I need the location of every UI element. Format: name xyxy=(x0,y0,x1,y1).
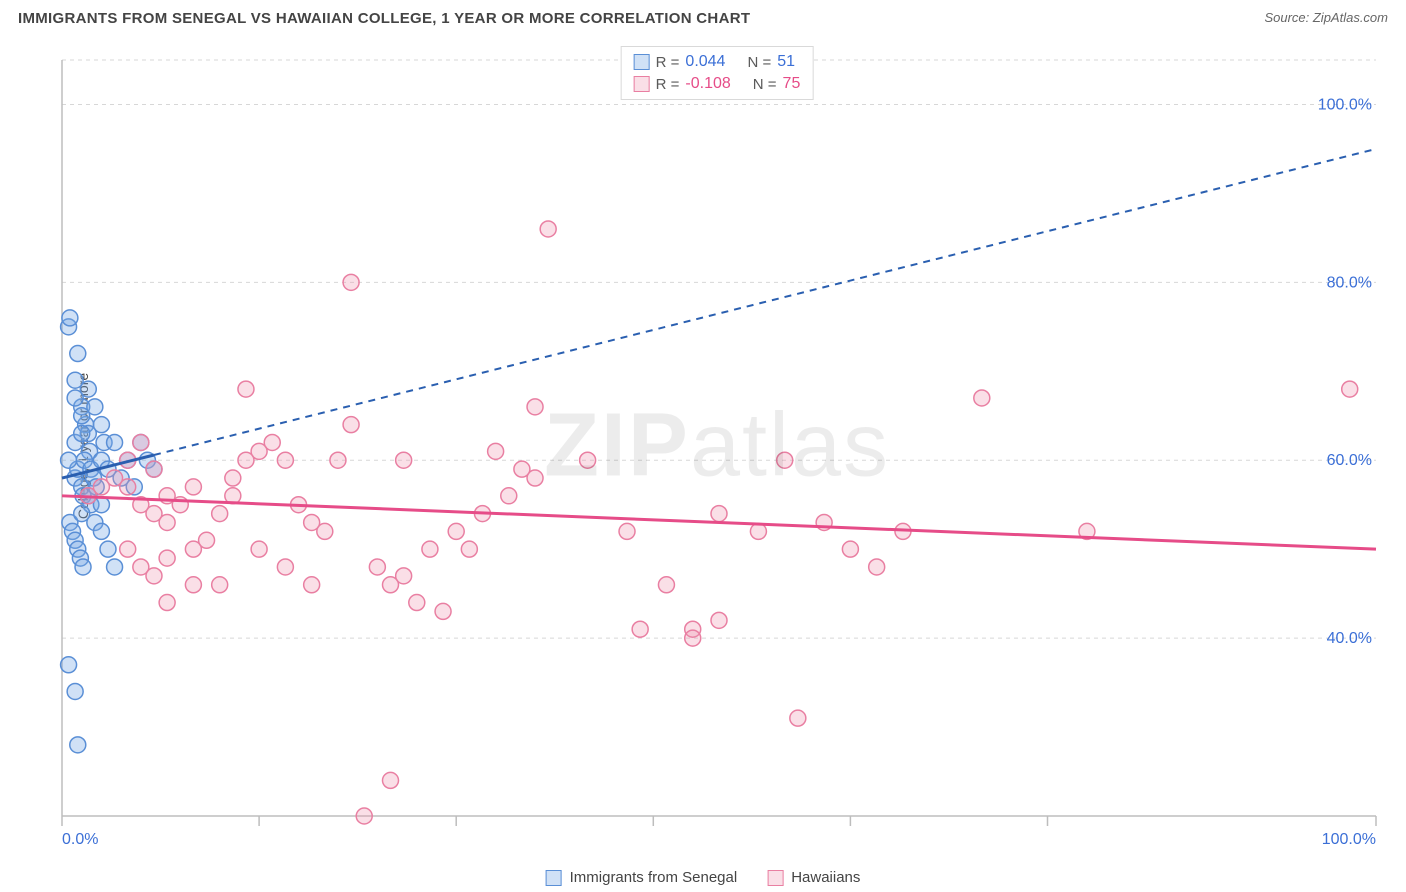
swatch-senegal xyxy=(546,870,562,886)
source-label: Source: ZipAtlas.com xyxy=(1264,10,1388,25)
scatter-plot: 40.0% 60.0% 80.0% 100.0% 0.0% 100.0% xyxy=(46,46,1388,846)
legend-label-senegal: Immigrants from Senegal xyxy=(570,869,738,886)
n-value-senegal: 51 xyxy=(777,53,795,71)
n-label: N = xyxy=(747,54,771,71)
legend-item-senegal: Immigrants from Senegal xyxy=(546,869,738,886)
chart-container: 40.0%60.0%80.0%100.0%0.0%100.0% ZIPatlas… xyxy=(46,46,1388,846)
page-title: IMMIGRANTS FROM SENEGAL VS HAWAIIAN COLL… xyxy=(18,10,750,27)
legend-row-senegal: R = 0.044 N = 51 xyxy=(634,51,801,73)
r-value-senegal: 0.044 xyxy=(685,53,725,71)
swatch-hawaiians xyxy=(634,76,650,92)
svg-text:80.0%: 80.0% xyxy=(1327,274,1372,291)
svg-text:40.0%: 40.0% xyxy=(1327,630,1372,647)
r-label: R = xyxy=(656,76,680,93)
n-label: N = xyxy=(753,76,777,93)
svg-text:60.0%: 60.0% xyxy=(1327,452,1372,469)
source-prefix: Source: xyxy=(1264,10,1312,25)
svg-text:0.0%: 0.0% xyxy=(62,831,98,846)
n-value-hawaiians: 75 xyxy=(783,75,801,93)
source-text: ZipAtlas.com xyxy=(1313,10,1388,25)
r-label: R = xyxy=(656,54,680,71)
legend-row-hawaiians: R = -0.108 N = 75 xyxy=(634,73,801,95)
series-legend: Immigrants from Senegal Hawaiians xyxy=(546,869,861,886)
swatch-hawaiians xyxy=(767,870,783,886)
svg-text:100.0%: 100.0% xyxy=(1318,96,1372,113)
legend-item-hawaiians: Hawaiians xyxy=(767,869,860,886)
r-value-hawaiians: -0.108 xyxy=(685,75,730,93)
swatch-senegal xyxy=(634,54,650,70)
legend-label-hawaiians: Hawaiians xyxy=(791,869,860,886)
svg-text:100.0%: 100.0% xyxy=(1322,831,1376,846)
correlation-legend: R = 0.044 N = 51 R = -0.108 N = 75 xyxy=(621,46,814,100)
